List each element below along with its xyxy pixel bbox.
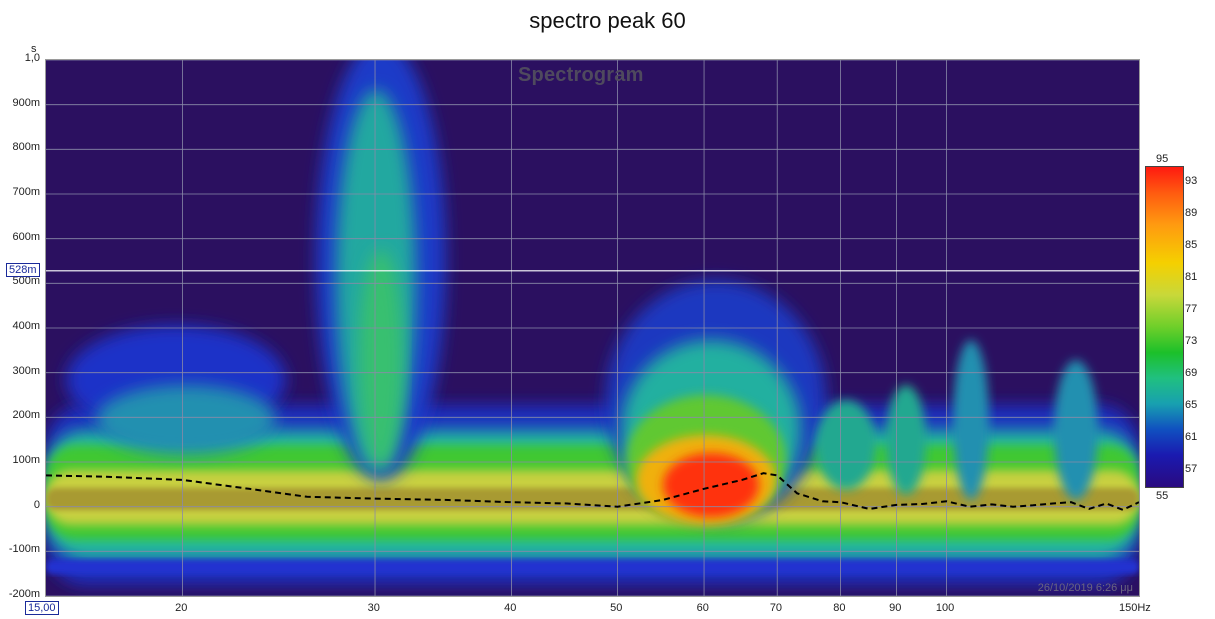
y-tick-label: 0 <box>33 498 40 511</box>
colorbar-tick-label: 69 <box>1185 367 1198 379</box>
x-axis-start-label[interactable]: 15,00 <box>25 601 59 615</box>
heat-column-30hz-core <box>359 250 403 470</box>
colorbar-min-label: 55 <box>1156 490 1169 502</box>
x-tick-label: 90 <box>889 602 902 614</box>
y-axis-unit: s <box>31 43 37 55</box>
y-tick-label: 700m <box>12 186 40 198</box>
y-tick-label: -100m <box>8 543 40 556</box>
spectrogram-svg <box>46 60 1139 596</box>
colorbar-tick-label: 81 <box>1185 271 1198 283</box>
y-tick-label: 900m <box>12 96 40 109</box>
colorbar-tick-label: 77 <box>1185 303 1198 315</box>
heat-spike-3 <box>886 385 926 495</box>
colorbar-tick-label: 73 <box>1185 335 1198 347</box>
x-tick-label: 70 <box>769 602 783 614</box>
marker-value-label[interactable]: 528m <box>6 262 40 277</box>
y-tick-label: 600m <box>12 230 40 243</box>
heat-lower-streak <box>46 560 1139 574</box>
heat-band-olive <box>46 488 1139 510</box>
x-tick-label: 50 <box>610 602 623 614</box>
timestamp-label: 26/10/2019 6:26 μμ <box>1037 582 1133 594</box>
colorbar-tick-label: 85 <box>1185 239 1198 251</box>
colorbar-max-label: 95 <box>1156 153 1169 165</box>
y-tick-label: 500m <box>12 275 40 288</box>
plot-watermark-label: Spectrogram <box>518 64 644 86</box>
x-tick-label: 80 <box>833 602 846 614</box>
heat-60hz-red <box>663 453 759 517</box>
y-tick-label: 1,0 <box>24 52 40 64</box>
peak-time-dashed-line <box>46 472 1139 511</box>
colorbar-tick-label: 89 <box>1185 207 1198 219</box>
colorbar-tick-label: 65 <box>1185 399 1198 411</box>
colorbar <box>1145 166 1184 488</box>
heat-spike-1 <box>953 340 989 500</box>
heat-wisp-left-inner <box>96 385 276 455</box>
y-tick-label: 100m <box>12 454 40 466</box>
x-tick-label: 20 <box>175 602 188 614</box>
y-tick-label: 800m <box>12 141 40 154</box>
spectrogram-heat-layer <box>46 60 1139 585</box>
colorbar-tick-label: 93 <box>1185 175 1198 187</box>
x-tick-label: 100 <box>935 602 955 614</box>
x-tick-label: 40 <box>504 602 517 614</box>
y-tick-label: 200m <box>12 409 40 422</box>
grid-lines <box>46 60 1139 596</box>
y-tick-label: 400m <box>12 320 40 332</box>
spectrogram-plot-area[interactable]: Spectrogram 26/10/2019 6:26 μμ <box>45 59 1140 597</box>
y-tick-label: 300m <box>12 364 40 377</box>
x-axis-end-label: 150Hz <box>1119 602 1151 614</box>
x-tick-label: 30 <box>367 602 380 614</box>
chart-title: spectro peak 60 <box>529 8 686 33</box>
y-tick-label: -200m <box>8 588 40 600</box>
x-tick-label: 60 <box>696 602 709 614</box>
heat-spike-2 <box>1054 360 1098 500</box>
colorbar-tick-label: 57 <box>1185 463 1198 475</box>
heat-spike-4 <box>816 400 876 490</box>
colorbar-tick-label: 61 <box>1185 431 1198 443</box>
